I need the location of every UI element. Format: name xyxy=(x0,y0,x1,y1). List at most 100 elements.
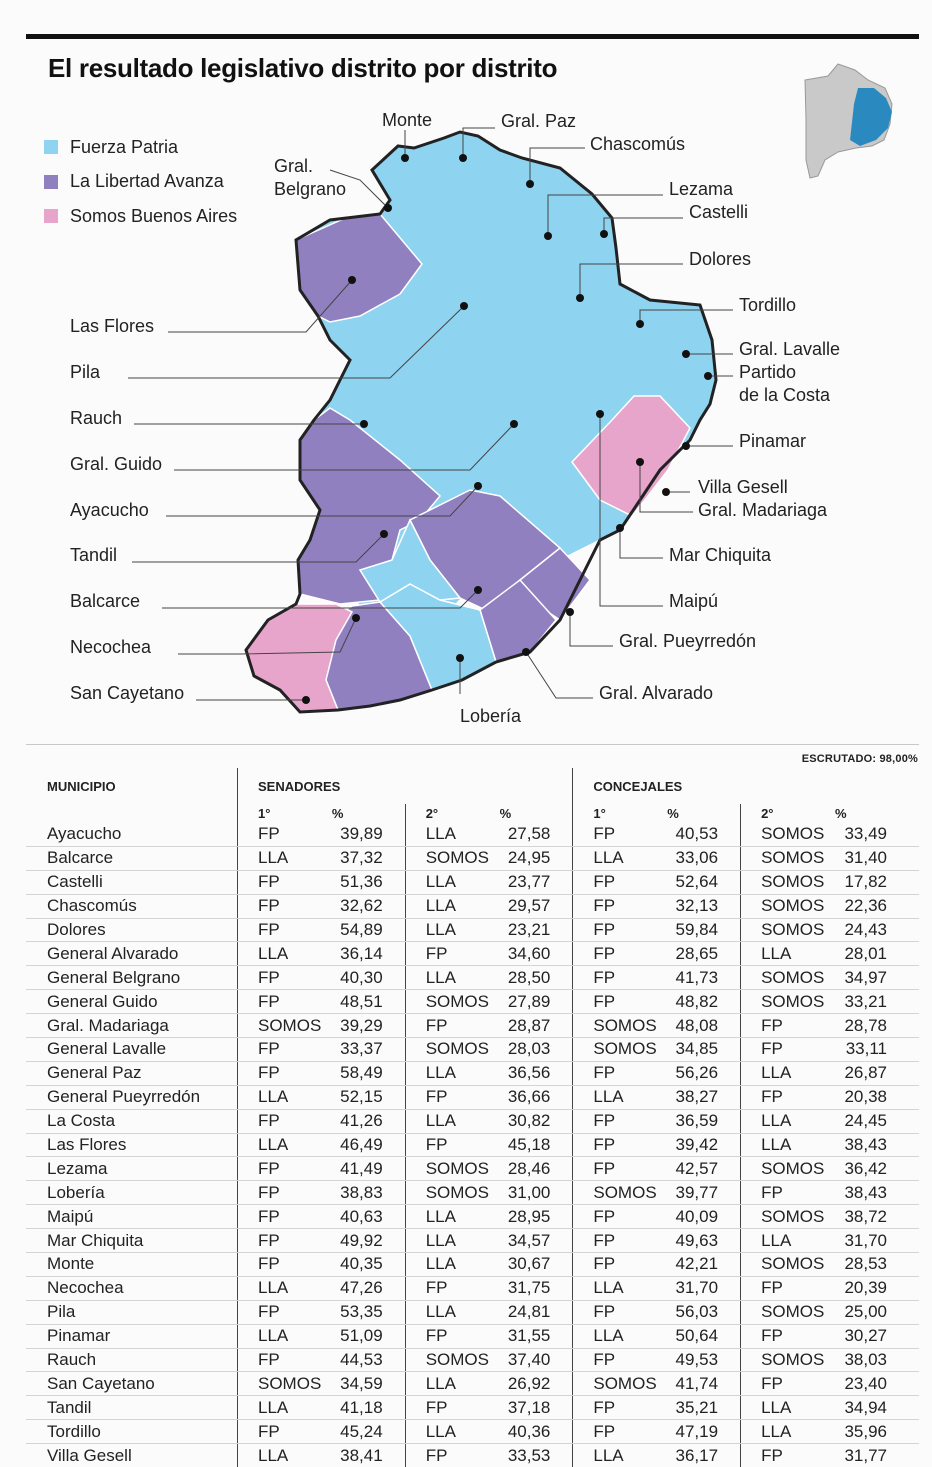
dot-mar-chiquita xyxy=(616,524,624,532)
cell-municipio: Tandil xyxy=(26,1395,238,1421)
cell-sen-first-pct: 46,49 xyxy=(331,1133,406,1158)
cell-con-second-pct: 31,70 xyxy=(834,1228,919,1254)
cell-sen-first-pct: 54,89 xyxy=(331,918,406,943)
cell-municipio: Lobería xyxy=(26,1180,238,1206)
cell-sen-first: LLA xyxy=(236,941,332,967)
cell-sen-second-pct: 30,67 xyxy=(499,1252,573,1277)
leader-gral-pueyrredon xyxy=(569,612,613,647)
subheader-sen-second: 2° xyxy=(404,804,500,823)
cell-con-second: LLA xyxy=(740,1395,835,1421)
cell-con-first: FP xyxy=(572,941,668,967)
subheader-empty xyxy=(26,804,238,823)
map-label-pila: Pila xyxy=(70,362,101,382)
subheader-con-first-pct: % xyxy=(667,806,679,821)
leader-gral-guido xyxy=(174,423,515,471)
leader-gral-madariaga xyxy=(639,462,693,513)
cell-con-first: LLA xyxy=(572,1276,668,1301)
cell-sen-first: FP xyxy=(236,1419,332,1445)
table-row: General Pueyrredón LLA 52,15 FP 36,66 LLA 38,2… xyxy=(26,1085,919,1110)
cell-con-first: FP xyxy=(572,989,668,1015)
cell-municipio: Gral. Madariaga xyxy=(26,1013,238,1039)
cell-sen-first-pct: 58,49 xyxy=(331,1061,406,1086)
cell-sen-second-pct: 27,58 xyxy=(499,823,573,847)
cell-sen-second: SOMOS xyxy=(404,989,500,1015)
cell-con-second: LLA xyxy=(740,1419,835,1445)
cell-sen-second: LLA xyxy=(404,1371,500,1397)
header-senadores: SENADORES xyxy=(236,768,573,804)
cell-sen-first: FP xyxy=(236,823,332,847)
map-label-pinamar: Pinamar xyxy=(739,431,807,451)
cell-sen-second-pct: 37,40 xyxy=(499,1348,573,1373)
cell-sen-second: LLA xyxy=(404,894,500,919)
cell-con-second: FP xyxy=(740,1324,835,1349)
cell-con-first-pct: 34,85 xyxy=(667,1037,741,1062)
cell-municipio: Maipú xyxy=(26,1204,238,1230)
cell-sen-first-pct: 41,18 xyxy=(331,1395,406,1421)
page-title: El resultado legislativo distrito por di… xyxy=(48,53,558,83)
dot-gral-madariaga xyxy=(636,458,644,466)
dot-gral-guido xyxy=(510,420,518,428)
dot-partido-costa xyxy=(704,372,712,380)
cell-con-second: SOMOS xyxy=(740,1300,835,1325)
cell-municipio: San Cayetano xyxy=(26,1371,238,1397)
cell-sen-second: FP xyxy=(404,941,500,967)
cell-con-first-pct: 49,53 xyxy=(667,1348,741,1373)
legend-item-somos-buenos-aires: Somos Buenos Aires xyxy=(44,199,237,234)
dot-tordillo xyxy=(636,320,644,328)
cell-sen-first: FP xyxy=(236,1228,332,1254)
map-label-gral-belgrano: Gral. Belgrano xyxy=(274,156,347,199)
cell-con-first: FP xyxy=(572,1156,668,1182)
leader-lezama xyxy=(547,194,663,236)
cell-con-first: LLA xyxy=(572,1324,668,1349)
leader-las-flores xyxy=(168,279,353,333)
cell-con-second-pct: 38,72 xyxy=(834,1204,919,1230)
cell-con-first-pct: 32,13 xyxy=(667,894,741,919)
cell-con-first-pct: 48,82 xyxy=(667,989,741,1015)
cell-con-second-pct: 24,43 xyxy=(834,918,919,943)
cell-sen-first: LLA xyxy=(236,1443,332,1467)
cell-sen-second-pct: 29,57 xyxy=(499,894,573,919)
cell-sen-first: FP xyxy=(236,1156,332,1182)
legend-swatch-la-libertad-avanza xyxy=(44,174,58,189)
cell-sen-first-pct: 37,32 xyxy=(331,846,406,871)
dot-villa-gesell xyxy=(662,488,670,496)
table-row: Chascomús FP 32,62 LLA 29,57 FP 32,13 SOMOS 22,3… xyxy=(26,894,919,919)
table-row: Balcarce LLA 37,32 SOMOS 24,95 LLA 33,06 SOMOS 3… xyxy=(26,846,919,871)
cell-con-first-pct: 36,59 xyxy=(667,1109,741,1134)
table-row: Lezama FP 41,49 SOMOS 28,46 FP 42,57 SOMOS 36,42 xyxy=(26,1156,919,1182)
cell-sen-first-pct: 53,35 xyxy=(331,1300,406,1325)
leader-ayacucho xyxy=(166,485,479,517)
cell-con-second: FP xyxy=(740,1037,835,1062)
cell-con-first-pct: 56,03 xyxy=(667,1300,741,1325)
cell-municipio: Dolores xyxy=(26,918,238,943)
map-label-balcarce: Balcarce xyxy=(70,591,141,611)
table-subheader-row: 1° % 2° % 1° % 2° % xyxy=(26,804,919,823)
cell-con-second: SOMOS xyxy=(740,1348,835,1373)
cell-municipio: General Belgrano xyxy=(26,965,238,991)
table-row: Pila FP 53,35 LLA 24,81 FP 56,03 SOMOS 25,00 xyxy=(26,1300,919,1325)
subheader-con-second: 2° xyxy=(740,804,835,823)
dot-balcarce xyxy=(474,586,482,594)
leader-gral-belgrano xyxy=(329,169,389,209)
cell-con-second-pct: 26,87 xyxy=(834,1061,919,1086)
cell-sen-second-pct: 28,87 xyxy=(499,1013,573,1039)
table-row: Dolores FP 54,89 LLA 23,21 FP 59,84 SOMOS 24,43 xyxy=(26,918,919,943)
cell-municipio: Villa Gesell xyxy=(47,1445,132,1465)
cell-con-second: FP xyxy=(740,1443,835,1467)
cell-sen-first: LLA xyxy=(236,1085,332,1110)
cell-sen-second: SOMOS xyxy=(404,1348,500,1373)
dot-ayacucho xyxy=(474,482,482,490)
cell-con-first: LLA xyxy=(572,846,668,871)
cell-con-first-pct: 56,26 xyxy=(667,1061,741,1086)
cell-sen-second: FP xyxy=(404,1395,500,1421)
map-label-partido-costa: Partido de la Costa xyxy=(739,362,831,405)
cell-sen-second-pct: 24,81 xyxy=(499,1300,573,1325)
cell-con-first-pct: 38,27 xyxy=(667,1085,741,1110)
cell-con-second-pct: 28,01 xyxy=(834,941,919,967)
cell-sen-first-pct: 41,26 xyxy=(331,1109,406,1134)
cell-con-first: FP xyxy=(572,1252,668,1277)
cell-sen-second: FP xyxy=(404,1085,500,1110)
table-row: Mar Chiquita FP 49,92 LLA 34,57 FP 49,63 LLA 31,… xyxy=(26,1228,919,1254)
cell-con-second: SOMOS xyxy=(740,918,835,943)
cell-sen-first: LLA xyxy=(236,1324,332,1349)
